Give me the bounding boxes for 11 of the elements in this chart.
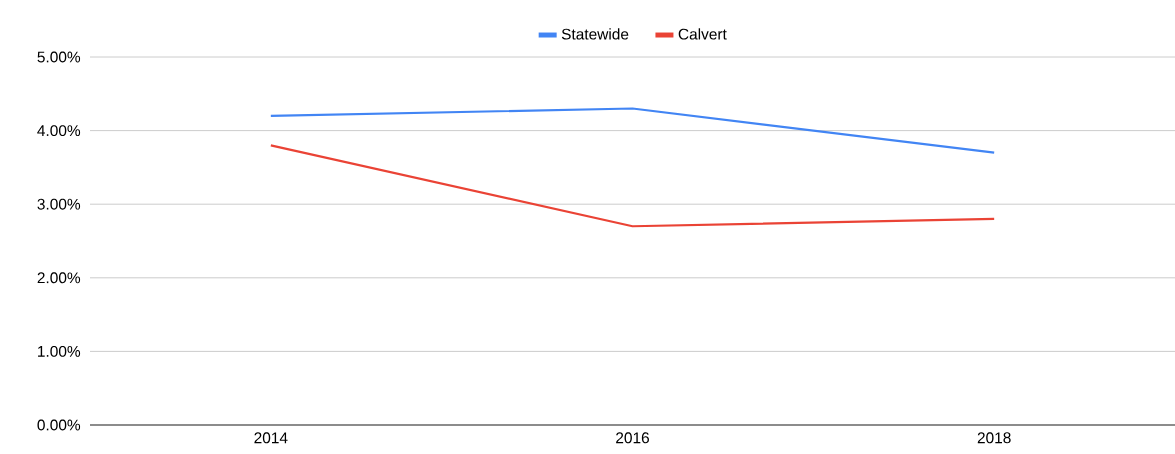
y-tick-label: 4.00% (37, 125, 81, 137)
x-tick-label: 2018 (977, 432, 1011, 444)
y-tick-label: 0.00% (37, 419, 81, 431)
x-tick-label: 2016 (616, 432, 649, 444)
y-tick-label: 1.00% (38, 345, 81, 357)
y-tick-label: 2.00% (37, 272, 81, 284)
y-tick-label: 5.00% (37, 51, 81, 63)
legend-label: Calvert (678, 28, 727, 40)
legend-label: Statewide (561, 28, 629, 40)
x-tick-label: 2014 (254, 432, 288, 444)
y-tick-label: 3.00% (37, 198, 81, 210)
